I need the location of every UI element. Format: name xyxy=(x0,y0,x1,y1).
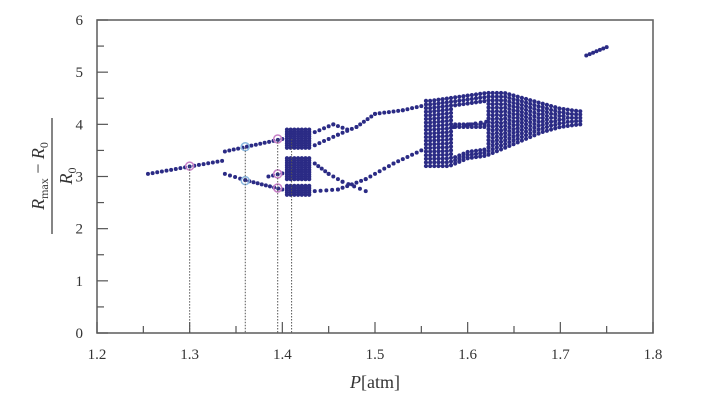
x-tick-label: 1.3 xyxy=(180,347,199,363)
x-tick-label: 1.5 xyxy=(366,347,385,363)
y-tick-label: 6 xyxy=(76,13,84,29)
x-tick-label: 1.6 xyxy=(458,347,477,363)
x-tick-label: 1.2 xyxy=(88,347,107,363)
y-tick-label: 1 xyxy=(76,274,84,290)
x-tick-label: 1.7 xyxy=(551,347,570,363)
bifurcation-guide-lines xyxy=(189,138,293,333)
plot-frame xyxy=(96,19,654,334)
y-tick-label: 4 xyxy=(76,117,84,133)
svg-text:R0: R0 xyxy=(56,168,79,186)
data-points xyxy=(145,45,609,197)
y-tick-label: 3 xyxy=(76,170,84,186)
y-tick-labels: 0 1 2 3 4 5 6 xyxy=(76,13,84,342)
axis-ticks xyxy=(96,19,654,334)
x-tick-label: 1.4 xyxy=(273,347,292,363)
x-tick-labels: 1.2 1.3 1.4 1.5 1.6 1.7 1.8 xyxy=(88,347,663,363)
y-axis-label: Rmax − R0 R0 xyxy=(28,118,79,234)
x-tick-label: 1.8 xyxy=(644,347,663,363)
y-tick-label: 0 xyxy=(76,326,84,342)
y-tick-label: 5 xyxy=(76,65,84,81)
x-axis-label: P[atm] xyxy=(349,372,400,392)
svg-text:Rmax − R0: Rmax − R0 xyxy=(28,142,51,211)
y-tick-label: 2 xyxy=(76,222,84,238)
